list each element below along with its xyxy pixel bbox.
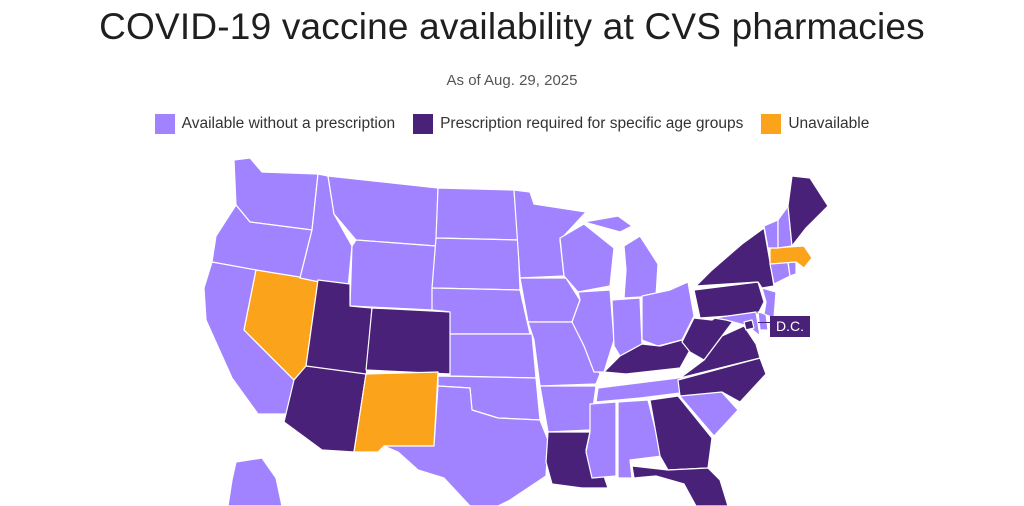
- state-ms: [585, 401, 617, 479]
- legend-label-prescription: Prescription required for specific age g…: [440, 115, 744, 132]
- state-de: [757, 311, 769, 331]
- state-ma: [769, 245, 813, 269]
- chart-title: COVID-19 vaccine availability at CVS pha…: [99, 6, 925, 47]
- state-nm: [353, 371, 439, 453]
- legend-label-available: Available without a prescription: [181, 115, 396, 132]
- state-pa: [693, 281, 765, 319]
- state-oh: [641, 281, 695, 347]
- dc-label: D.C.: [770, 316, 810, 337]
- state-dc: [743, 319, 755, 331]
- state-ri: [787, 261, 797, 277]
- legend-item-prescription: Prescription required for specific age g…: [413, 114, 743, 134]
- state-ks: [449, 333, 537, 379]
- legend-swatch-unavailable: [761, 114, 782, 134]
- state-me: [787, 175, 829, 247]
- state-nj: [761, 287, 777, 319]
- state-wy: [349, 239, 437, 311]
- state-md: [713, 311, 761, 337]
- dc-leader-line: [758, 322, 770, 323]
- state-al: [617, 399, 663, 479]
- legend-item-unavailable: Unavailable: [761, 114, 869, 134]
- state-sd: [431, 237, 521, 291]
- legend: Available without a prescription Prescri…: [0, 114, 1024, 134]
- state-az: [283, 365, 367, 453]
- legend-item-available: Available without a prescription: [154, 114, 396, 134]
- state-il: [571, 289, 615, 373]
- legend-label-unavailable: Unavailable: [788, 115, 870, 132]
- legend-swatch-prescription: [413, 114, 434, 134]
- state-ky: [603, 339, 691, 375]
- state-ny: [695, 227, 775, 289]
- state-nd: [435, 187, 519, 241]
- state-ct: [769, 261, 791, 285]
- state-co: [365, 307, 453, 375]
- legend-swatch-available: [154, 114, 175, 134]
- state-tx: [383, 385, 549, 506]
- state-ar: [539, 385, 597, 433]
- state-fl: [631, 465, 729, 506]
- state-ak: [227, 457, 283, 506]
- state-wi: [559, 223, 615, 293]
- chart-subtitle: As of Aug. 29, 2025: [446, 72, 578, 89]
